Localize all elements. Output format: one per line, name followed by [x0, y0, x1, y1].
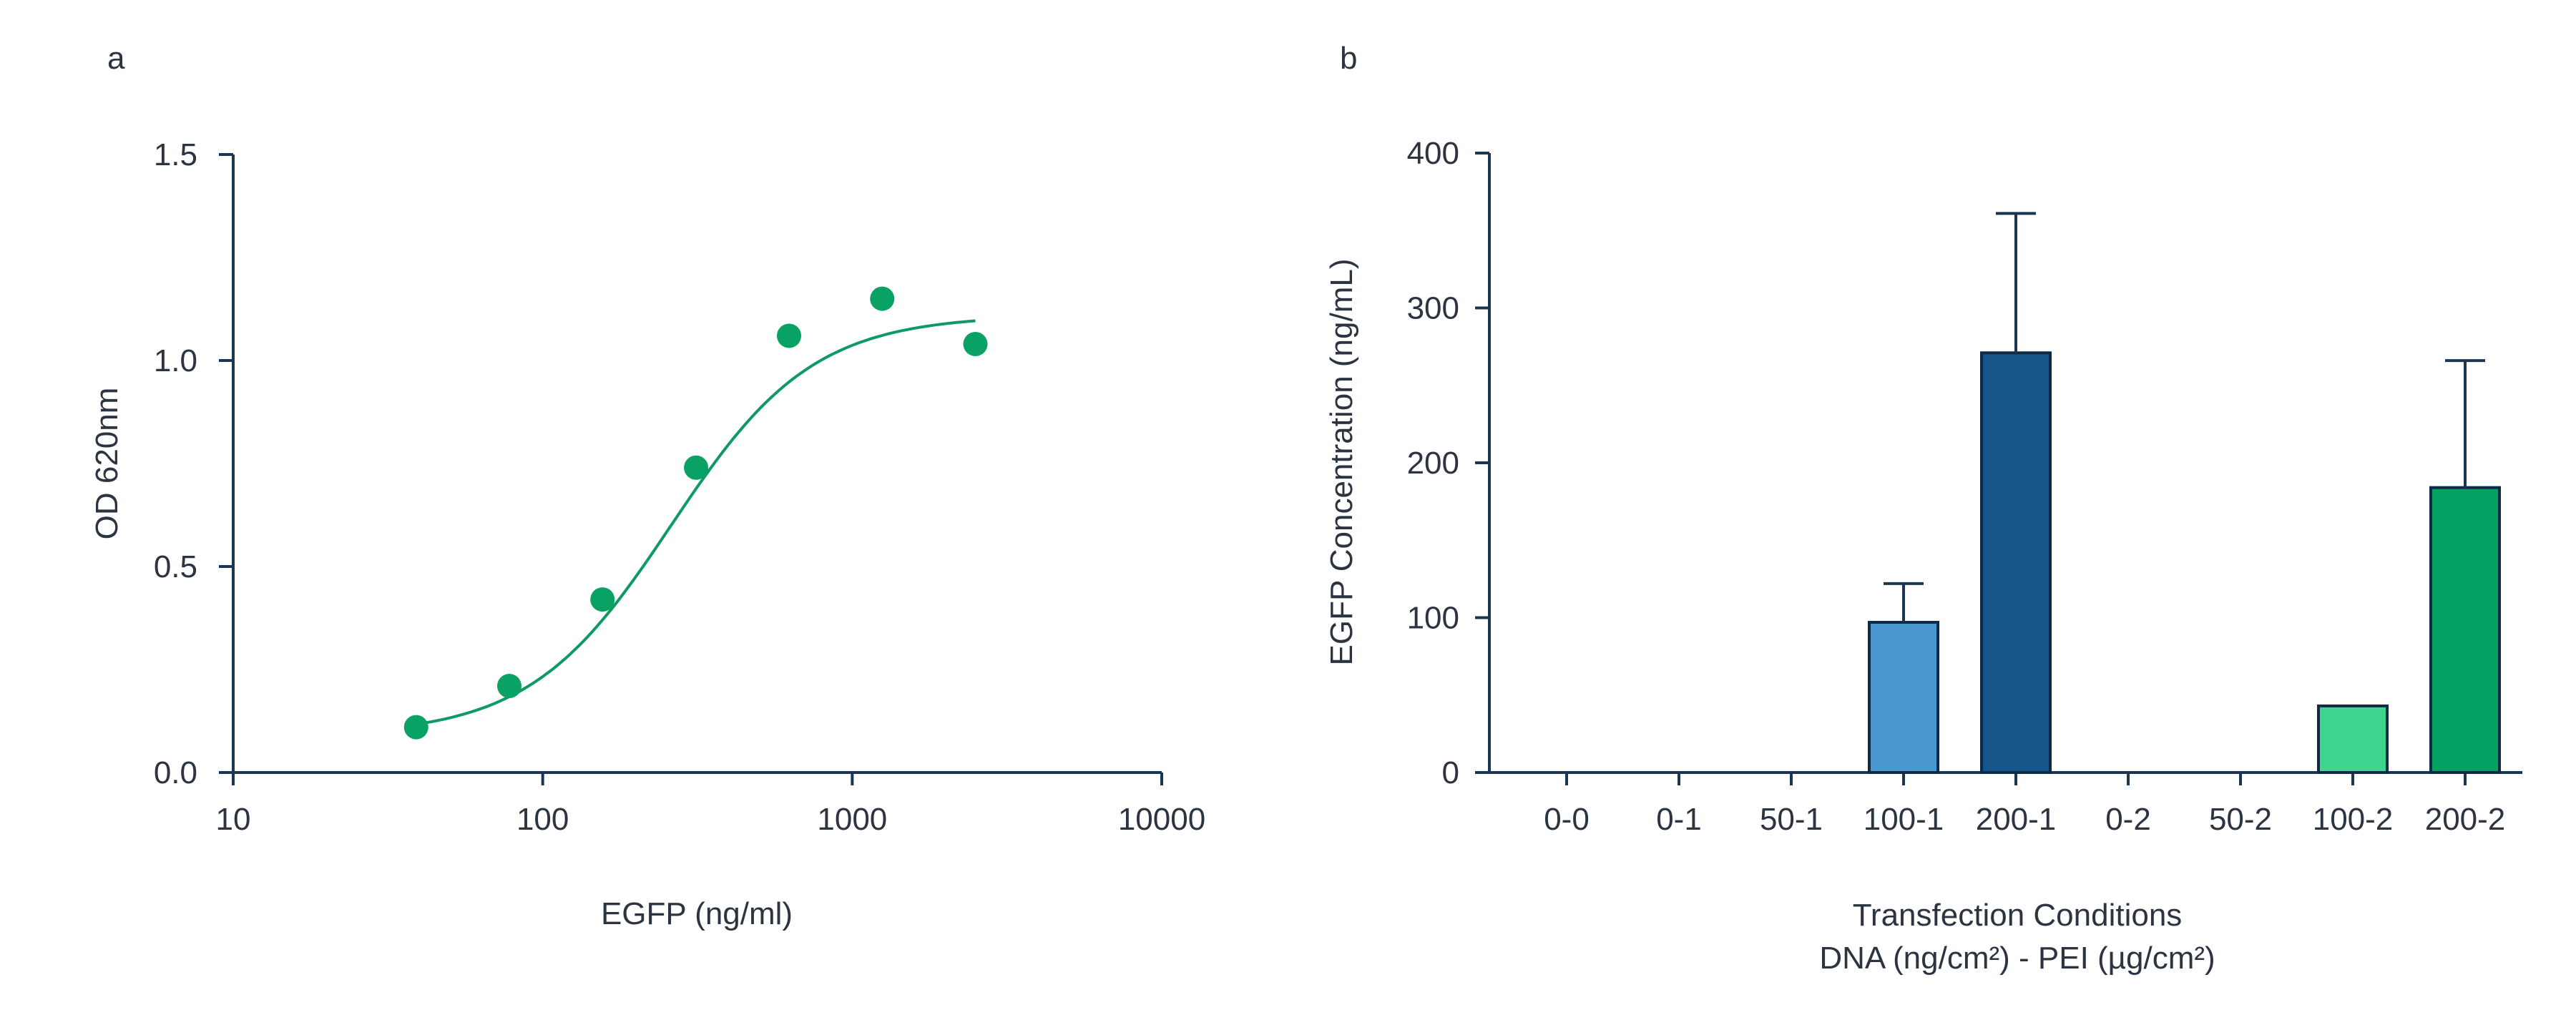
- y-tick-label: 400: [1407, 136, 1459, 171]
- y-tick-label: 0.0: [154, 755, 197, 790]
- x-tick-label: 200-2: [2425, 802, 2506, 837]
- y-axis-title: EGFP Concentration (ng/mL): [1324, 259, 1359, 666]
- y-axis-title: OD 620nm: [89, 388, 124, 540]
- x-axis-title: Transfection Conditions: [1853, 898, 2183, 933]
- data-point: [590, 587, 615, 612]
- x-tick-label: 0-1: [1656, 802, 1702, 837]
- x-tick-label: 0-0: [1544, 802, 1590, 837]
- data-point: [870, 286, 895, 311]
- dose-response-chart: EGFP (ng/ml) OD 620nm 10 100 1000 10000 0.0 0…: [89, 137, 1205, 931]
- bar-100-2: [2317, 704, 2389, 775]
- bar-chart: Transfection Conditions DNA (ng/cm²) - P…: [1324, 136, 2522, 976]
- data-point: [403, 715, 428, 740]
- bar-200-2: [2429, 486, 2501, 774]
- x-tick-label: 50-1: [1760, 802, 1823, 837]
- data-point: [496, 674, 521, 699]
- x-axis-title: EGFP (ng/ml): [601, 896, 793, 931]
- x-tick-label: 1000: [817, 802, 887, 837]
- data-point: [777, 323, 802, 348]
- x-tick-label: 50-2: [2209, 802, 2272, 837]
- y-tick-label: 300: [1407, 291, 1459, 326]
- y-tick-label: 0: [1442, 755, 1459, 790]
- y-tick-label: 1.0: [154, 343, 197, 378]
- panel-label-a: a: [107, 41, 125, 76]
- y-tick-label: 0.5: [154, 549, 197, 584]
- x-axis-subtitle: DNA (ng/cm²) - PEI (µg/cm²): [1819, 941, 2215, 976]
- y-tick-label: 1.5: [154, 137, 197, 172]
- x-tick-label: 200-1: [1976, 802, 2057, 837]
- data-point: [963, 331, 988, 356]
- x-tick-label: 10000: [1118, 802, 1205, 837]
- data-point: [684, 455, 709, 480]
- x-tick-label: 100: [516, 802, 569, 837]
- fit-curve: [416, 319, 976, 726]
- bar-100-1: [1868, 620, 1939, 774]
- x-tick-label: 100-1: [1864, 802, 1944, 837]
- x-tick-label: 10: [216, 802, 251, 837]
- panel-label-b: b: [1340, 41, 1357, 76]
- y-tick-label: 100: [1407, 601, 1459, 636]
- y-tick-label: 200: [1407, 446, 1459, 481]
- bar-200-1: [1980, 351, 2052, 775]
- x-tick-label: 100-2: [2313, 802, 2394, 837]
- x-tick-label: 0-2: [2105, 802, 2151, 837]
